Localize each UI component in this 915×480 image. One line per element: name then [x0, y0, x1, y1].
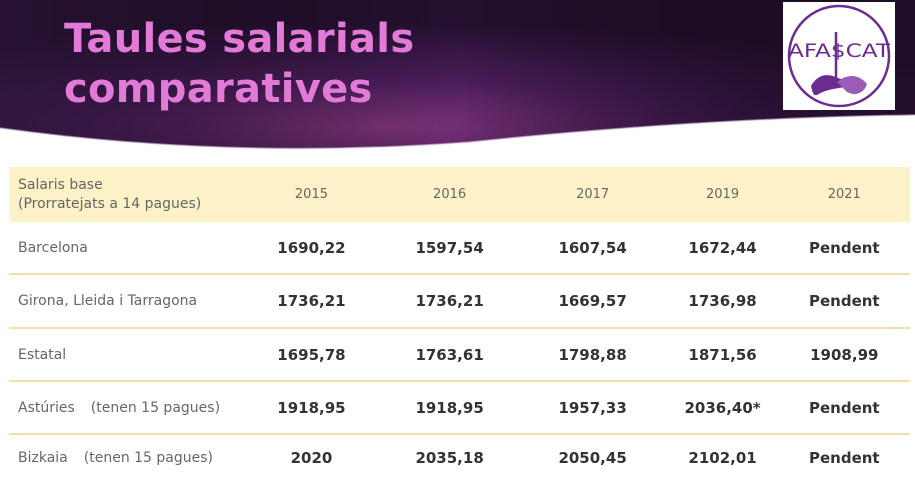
row-header-line-1: Salaris base [18, 176, 103, 193]
salary-cell: 1736,98 [688, 292, 757, 310]
year-header: 2015 [294, 187, 328, 202]
row-label-cell: Estatal [9, 328, 242, 381]
salary-cell: 1736,21 [415, 292, 484, 310]
row-label-cell: Bizkaia (tenen 15 pagues) [9, 434, 242, 480]
afascat-logo: AFA$CAT [783, 2, 895, 110]
salary-cell: 2036,40* [684, 398, 761, 417]
salary-cell: 1871,56 [688, 345, 757, 364]
salary-cell: 1690,22 [277, 238, 346, 257]
salary-cell: Pendent [808, 448, 880, 467]
year-header: 2021 [827, 187, 861, 202]
salary-cell: 1763,61 [415, 345, 484, 364]
table-row: Estatal 1695,78 1763,61 1798,88 1871,56 … [9, 328, 910, 381]
page-title: Taules salarials comparatives [64, 14, 414, 114]
row-label-cell: Girona, Lleida i Tarragona [9, 274, 242, 328]
logo-wordmark: AFA$CAT [788, 40, 890, 62]
logo-ring [787, 4, 891, 108]
salary-cell: 1669,57 [558, 292, 627, 310]
year-header: 2019 [706, 187, 740, 202]
salary-cell: Pendent [808, 238, 880, 257]
row-label: Barcelona [18, 239, 88, 256]
table-header-row: Salaris base (Prorratejats a 14 pagues) … [9, 167, 910, 222]
table-row: Barcelona 1690,22 1597,54 1607,54 1672,4… [9, 222, 910, 274]
salary-cell: 2050,45 [558, 448, 627, 467]
table-row: Girona, Lleida i Tarragona 1736,21 1736,… [9, 274, 910, 328]
year-header: 2017 [576, 187, 610, 202]
header-banner: Taules salarials comparatives AFA$CAT [0, 0, 915, 150]
salary-cell: 1695,78 [277, 345, 346, 364]
salary-cell: 2102,01 [688, 448, 757, 467]
title-line-2: comparatives [64, 66, 373, 112]
salary-cell: 1672,44 [688, 238, 757, 257]
salary-cell: 1957,33 [558, 398, 627, 417]
table-row: Astúries (tenen 15 pagues) 1918,95 1918,9… [9, 381, 910, 434]
logo-background [783, 2, 895, 110]
salary-cell: 1908,99 [810, 345, 879, 364]
row-label-cell: Astúries (tenen 15 pagues) [9, 381, 242, 434]
salary-cell: Pendent [808, 292, 880, 310]
salary-cell: 2020 [290, 448, 333, 467]
row-header-cell: Salaris base (Prorratejats a 14 pagues) [9, 167, 242, 222]
salary-cell: Pendent [808, 398, 880, 417]
salary-cell: 2035,18 [415, 448, 484, 467]
row-label: Girona, Lleida i Tarragona [18, 293, 198, 309]
header-background [0, 0, 915, 150]
year-header: 2016 [433, 187, 467, 202]
right-hand-icon [837, 76, 867, 94]
salary-cell: 1597,54 [415, 238, 484, 257]
row-note: (tenen 15 pagues) [90, 399, 221, 416]
salary-cell: 1798,88 [558, 345, 627, 364]
row-label-cell: Barcelona [9, 222, 242, 274]
title-line-1: Taules salarials [64, 16, 415, 62]
row-label: Astúries [18, 399, 75, 416]
left-hand-icon [811, 75, 847, 96]
row-note: (tenen 15 pagues) [83, 449, 213, 466]
salary-cell: 1736,21 [277, 292, 346, 310]
row-label: Bizkaia [18, 449, 68, 466]
salary-cell: 1918,95 [415, 398, 484, 417]
salary-cell: 1607,54 [558, 238, 627, 257]
salary-table: Salaris base (Prorratejats a 14 pagues) … [9, 167, 910, 480]
table-row: Bizkaia (tenen 15 pagues) 2020 2035,18 20… [9, 434, 910, 480]
row-label: Estatal [18, 346, 67, 363]
row-header-line-2: (Prorratejats a 14 pagues) [18, 195, 202, 212]
salary-cell: 1918,95 [277, 398, 346, 417]
